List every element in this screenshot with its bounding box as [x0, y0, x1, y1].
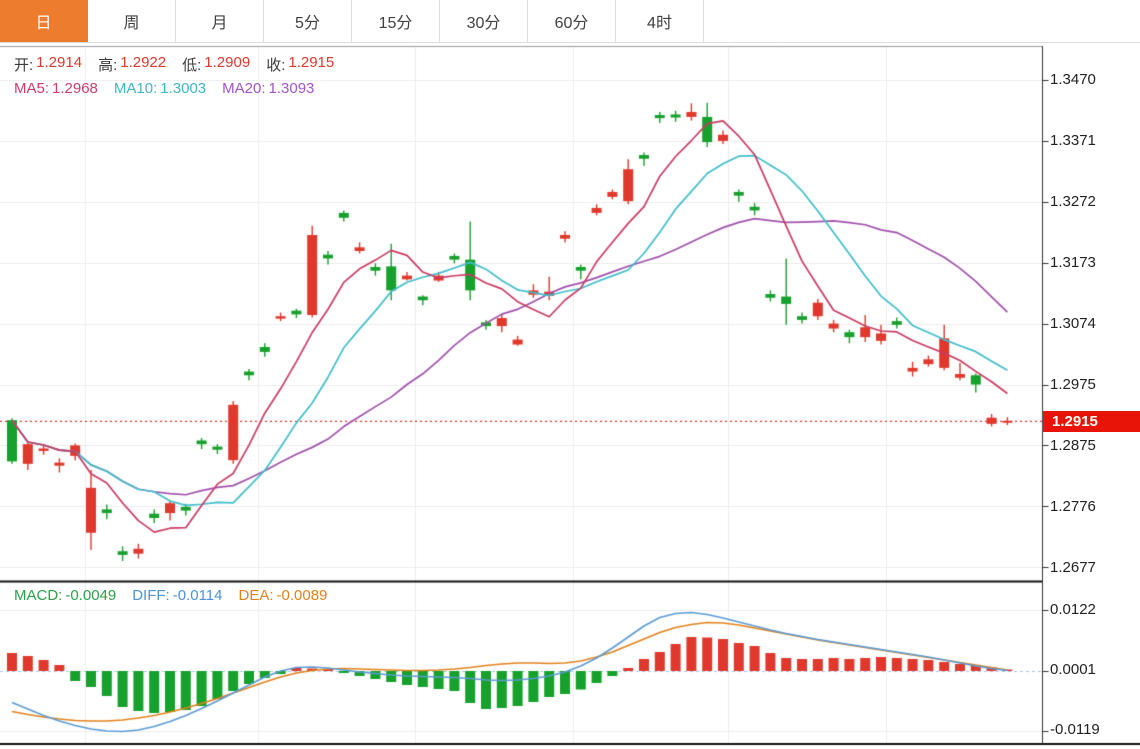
ma20-readout: MA20: 1.3093 [222, 80, 315, 97]
price-tick: 1.3074 [1050, 315, 1096, 332]
macd-tick: 0.0122 [1050, 601, 1096, 618]
diff-readout: DIFF: -0.0114 [132, 587, 223, 604]
macd-tick: -0.0119 [1050, 721, 1100, 738]
price-tick: 1.2677 [1050, 559, 1096, 576]
open-readout: 开: 1.2914 [14, 54, 83, 74]
tab-4hour[interactable]: 4时 [616, 0, 704, 42]
low-readout: 低: 1.2909 [182, 54, 251, 74]
ohlc-legend: 开: 1.2914 高: 1.2922 低: 1.2909 收: 1.2915 [14, 54, 334, 75]
tab-30min[interactable]: 30分 [440, 0, 528, 42]
tab-5min[interactable]: 5分 [264, 0, 352, 42]
tab-week[interactable]: 周 [88, 0, 176, 42]
price-tick: 1.3470 [1050, 71, 1096, 88]
ma10-readout: MA10: 1.3003 [113, 80, 207, 97]
price-tick: 1.2776 [1050, 498, 1096, 515]
last-price-badge: 1.2915 [1043, 411, 1140, 432]
tab-day[interactable]: 日 [0, 0, 88, 42]
macd-tick: 0.0001 [1050, 661, 1096, 678]
dea-readout: DEA: -0.0089 [238, 587, 328, 604]
macd-readout: MACD: -0.0049 [14, 587, 117, 604]
price-tick: 1.2975 [1050, 376, 1096, 393]
tab-15min[interactable]: 15分 [352, 0, 440, 42]
period-tabbar: 日 周 月 5分 15分 30分 60分 4时 [0, 0, 1140, 43]
tab-60min[interactable]: 60分 [528, 0, 616, 42]
price-tick: 1.2875 [1050, 437, 1096, 454]
price-tick: 1.3371 [1050, 132, 1096, 149]
close-readout: 收: 1.2915 [266, 54, 335, 74]
ma5-readout: MA5: 1.2968 [14, 80, 98, 97]
tab-month[interactable]: 月 [176, 0, 264, 42]
price-tick: 1.3173 [1050, 254, 1096, 271]
macd-legend: MACD: -0.0049 DIFF: -0.0114 DEA: -0.0089 [14, 587, 327, 604]
ma-legend: MA5: 1.2968 MA10: 1.3003 MA20: 1.3093 [14, 80, 314, 97]
high-readout: 高: 1.2922 [98, 54, 167, 74]
price-tick: 1.3272 [1050, 193, 1096, 210]
